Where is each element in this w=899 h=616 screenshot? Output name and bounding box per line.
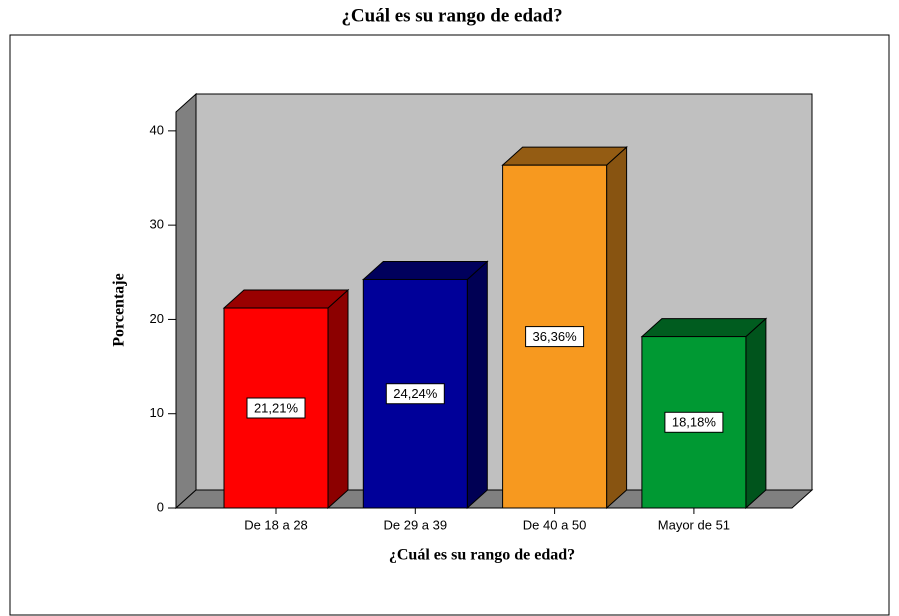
y-tick-label: 30 — [150, 217, 164, 232]
y-axis-label: Porcentaje — [111, 273, 128, 346]
left-wall — [175, 92, 197, 510]
bar-top — [222, 289, 350, 309]
x-tick-label: De 40 a 50 — [523, 517, 587, 532]
y-tick-label: 10 — [150, 405, 164, 420]
bar-top — [640, 318, 768, 338]
value-label-box — [664, 411, 724, 433]
bar-side — [327, 288, 349, 510]
bar-side — [745, 317, 767, 510]
x-tick-label: Mayor de 51 — [658, 517, 730, 532]
value-label: 24,24% — [393, 386, 438, 401]
chart-title: ¿Cuál es su rango de edad? — [341, 5, 562, 26]
y-tick-label: 40 — [150, 122, 164, 137]
x-tick-label: De 18 a 28 — [244, 517, 308, 532]
bar-side — [466, 260, 488, 510]
y-tick-label: 0 — [157, 499, 164, 514]
value-label-box — [525, 326, 585, 348]
bar-top — [361, 260, 489, 280]
value-label: 21,21% — [254, 400, 299, 415]
bar-top — [501, 146, 628, 166]
x-axis-label: ¿Cuál es su rango de edad? — [389, 547, 575, 564]
value-label: 18,18% — [672, 415, 717, 430]
value-label-box — [385, 383, 445, 405]
y-tick-label: 20 — [150, 311, 164, 326]
x-tick-label: De 29 a 39 — [383, 517, 447, 532]
value-label: 36,36% — [533, 329, 578, 344]
bar-side — [606, 146, 628, 510]
value-label-box — [246, 397, 306, 419]
